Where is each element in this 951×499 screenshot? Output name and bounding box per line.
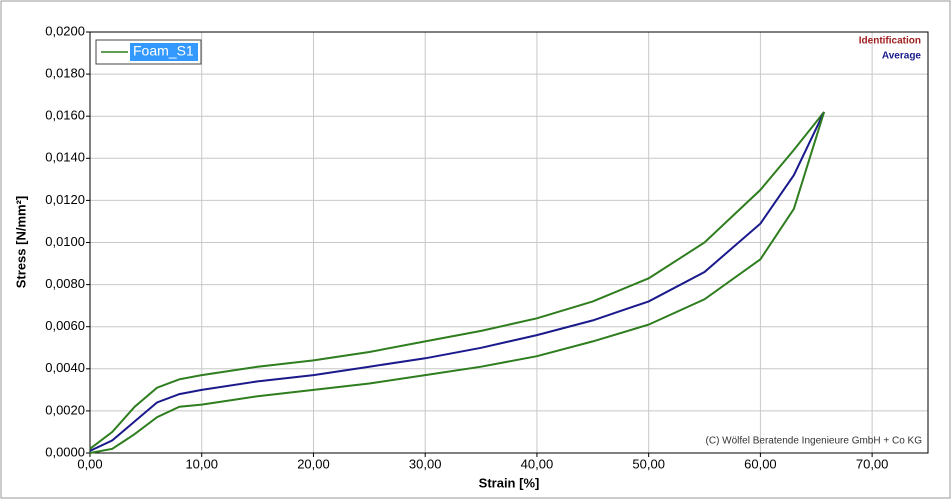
y-tick-label: 0,0080 [45,276,85,291]
y-tick-label: 0,0180 [45,66,85,81]
copyright: (C) Wölfel Beratende Ingenieure GmbH + C… [706,436,923,447]
x-tick-label: 70,00 [856,456,889,471]
plot-frame [89,31,929,454]
x-tick-label: 20,00 [297,456,330,471]
x-axis-label: Strain [%] [479,475,540,490]
x-tick-label: 50,00 [632,456,665,471]
x-tick-label: 30,00 [409,456,442,471]
y-tick-label: 0,0120 [45,192,85,207]
x-tick-label: 60,00 [744,456,777,471]
y-tick-label: 0,0000 [45,444,85,459]
y-tick-label: 0,0040 [45,360,85,375]
x-tick-label: 0,00 [77,456,102,471]
y-tick-label: 0,0060 [45,318,85,333]
y-tick-label: 0,0020 [45,402,85,417]
legend-label: Foam_S1 [133,43,194,59]
x-tick-label: 40,00 [521,456,554,471]
y-tick-label: 0,0140 [45,150,85,165]
series-line [89,111,826,454]
series-label: Average [882,51,922,62]
series-line [89,111,826,452]
y-axis-label: Stress [N/mm²] [13,196,28,288]
x-tick-label: 10,00 [185,456,218,471]
series-line [89,111,825,450]
y-tick-label: 0,0160 [45,108,85,123]
y-tick-label: 0,0100 [45,234,85,249]
annotation: Identification [859,36,921,47]
legend-highlight [130,43,198,61]
y-tick-label: 0,0200 [45,23,85,38]
